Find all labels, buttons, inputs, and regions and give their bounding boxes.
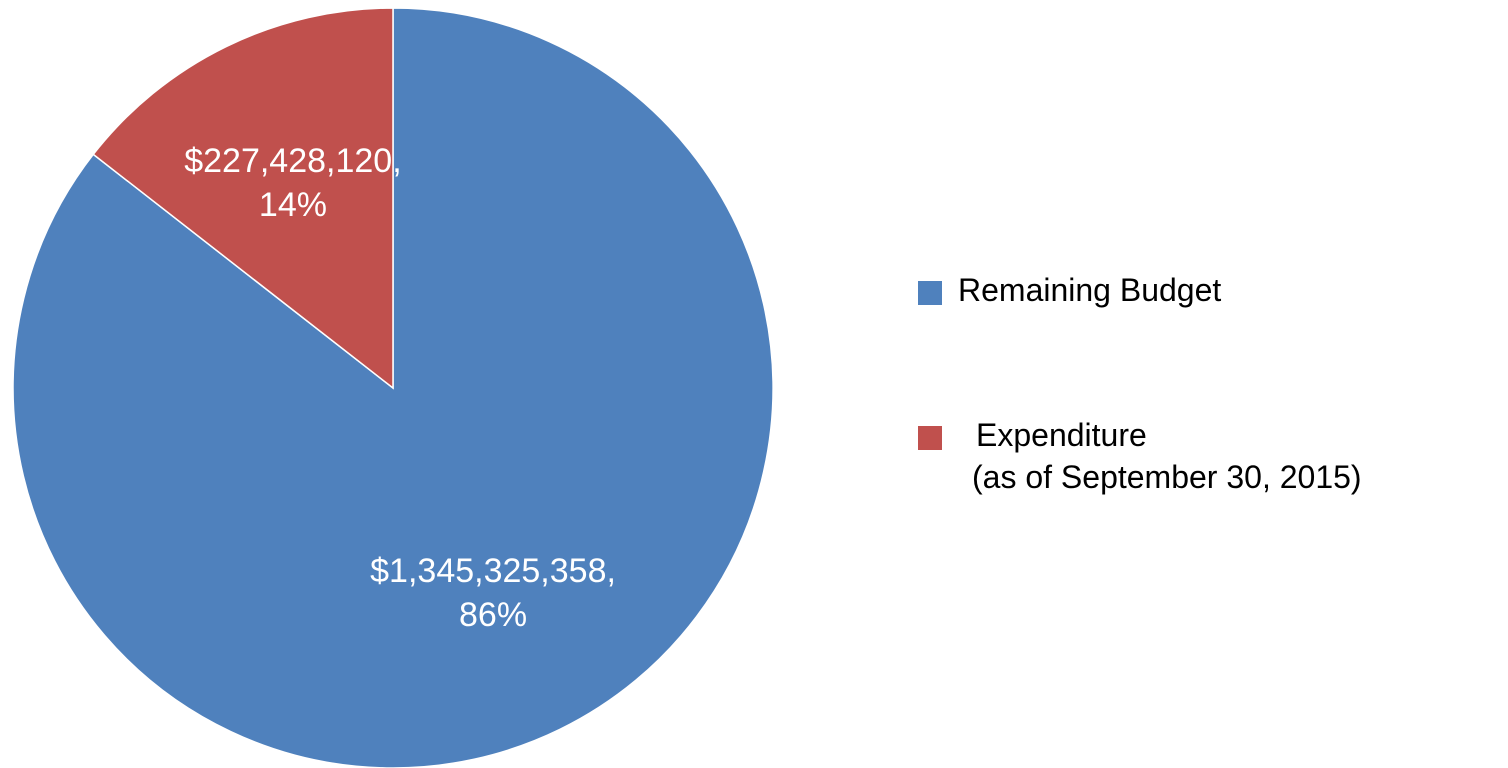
legend-swatch [918,281,942,305]
legend-swatch [918,426,942,450]
legend-label: Remaining Budget [958,272,1221,308]
legend-label: Expenditure (as of September 30, 2015) [972,417,1362,495]
data-label: $227,428,120, 14% [184,142,401,224]
pie-slice [92,7,394,390]
data-label: $1,345,325,358, 86% [370,552,616,634]
